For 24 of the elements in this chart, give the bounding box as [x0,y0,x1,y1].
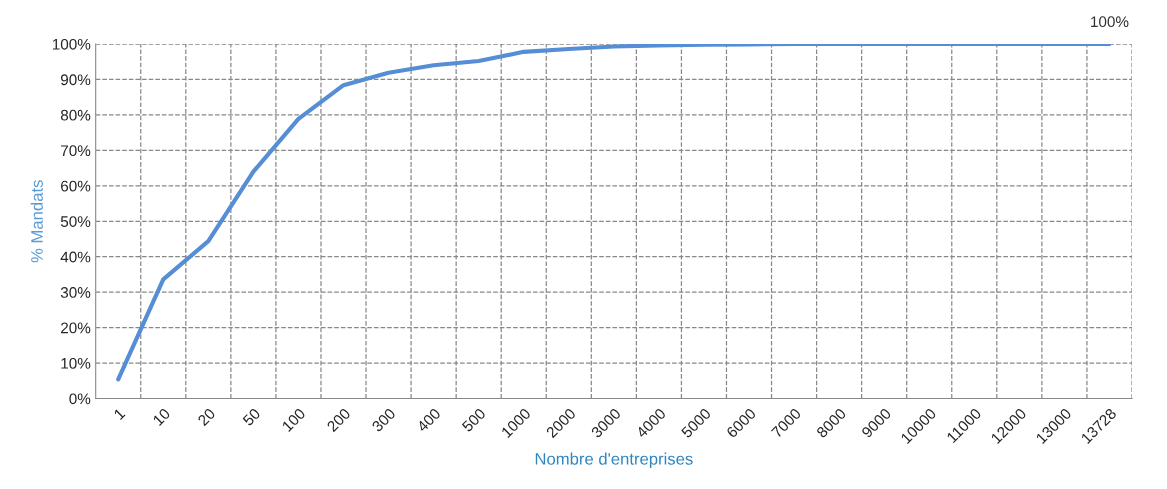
x-axis-title: Nombre d'entreprises [535,452,693,469]
y-tick-label: 40% [60,251,91,263]
y-tick-label: 80% [60,109,91,121]
x-tick-label: 400 [416,407,442,433]
x-tick-label: 100 [281,407,306,432]
y-tick-label: 60% [61,180,91,192]
line-series [116,44,1112,382]
y-tick-label: 30% [60,287,91,298]
x-tick-label: 500 [461,407,487,433]
x-tick-label: 50 [242,407,261,427]
y-tick-label: 90% [60,74,91,86]
x-tick-label: 1 [113,407,126,420]
data-label: 100% [1091,16,1129,28]
x-tick-label: 20 [197,407,216,427]
y-axis-title: % Mandats [30,180,43,263]
x-tick-label: 200 [326,407,352,433]
y-tick-label: 70% [61,145,91,157]
y-tick-label: 0% [69,393,91,405]
y-tick-label: 10% [61,357,91,369]
x-tick-label: 300 [371,407,397,433]
y-tick-label: 20% [61,322,91,334]
x-tick-label: 10 [152,407,171,426]
y-tick-label: 100% [52,38,91,50]
y-tick-label: 50% [60,216,91,227]
